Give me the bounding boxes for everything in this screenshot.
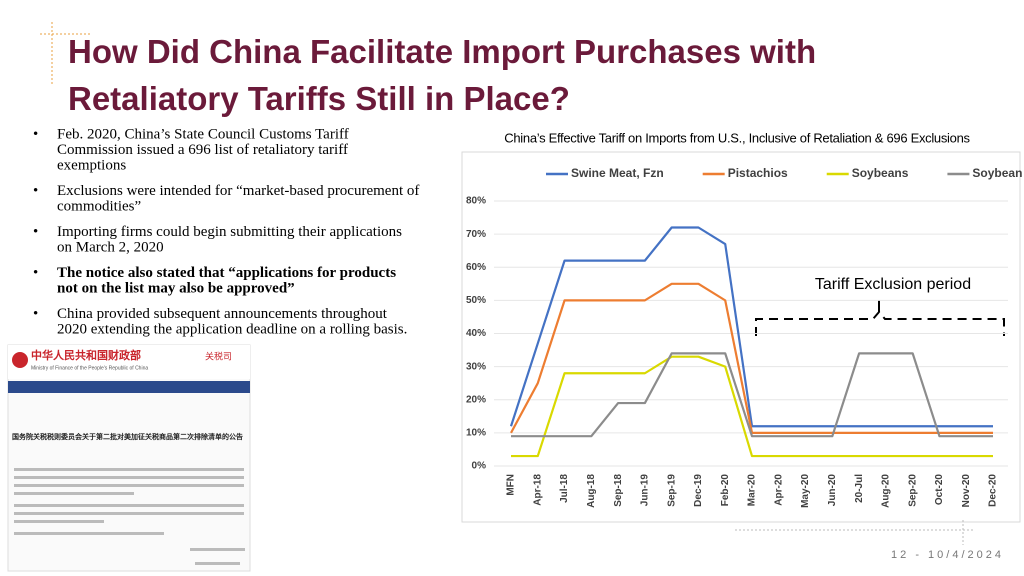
doc-department: 关税司 <box>205 350 232 361</box>
chart-title: China’s Effective Tariff on Imports from… <box>504 130 970 145</box>
bullet-dot: • <box>33 265 38 281</box>
x-tick-label: Aug-20 <box>881 474 892 508</box>
series-line <box>511 355 993 458</box>
bullet-dot: • <box>33 183 38 199</box>
bullet-text: Importing firms could begin submitting t… <box>57 224 402 240</box>
y-tick-label: 60% <box>466 262 486 273</box>
bullet-text: China provided subsequent announcements … <box>57 306 388 322</box>
chart-frame <box>461 151 1021 523</box>
x-tick-label: 20-Jul <box>854 474 865 503</box>
bullet-text: Exclusions were intended for “market-bas… <box>57 183 419 199</box>
x-tick-label: Apr-18 <box>532 474 543 506</box>
doc-ministry-en: Ministry of Finance of the People's Repu… <box>31 365 148 371</box>
bullet-text: 2020 extending the application deadline … <box>57 321 407 337</box>
series-line <box>509 226 993 428</box>
bullet-text: Commission issued a 696 list of retaliat… <box>57 142 348 158</box>
legend-label: Pistachios <box>728 166 788 180</box>
bullet-text: Feb. 2020, China’s State Council Customs… <box>57 126 349 142</box>
footer: 12 - 10/4/2024 <box>891 549 1004 561</box>
y-tick-label: 80% <box>466 196 486 207</box>
doc-ministry: 中华人民共和国财政部 <box>31 348 141 362</box>
slide-title: How Did China Facilitate Import Purchase… <box>68 33 816 70</box>
bullet-text: The notice also stated that “application… <box>57 265 396 281</box>
x-tick-label: Sep-18 <box>613 474 624 507</box>
x-tick-label: May-20 <box>800 474 811 508</box>
y-tick-label: 70% <box>466 229 486 240</box>
y-tick-label: 20% <box>466 394 486 405</box>
x-tick-label: Aug-18 <box>586 474 597 508</box>
legend-label: Soybeans <box>852 166 909 180</box>
x-tick-label: Sep-19 <box>666 474 677 507</box>
x-tick-label: Mar-20 <box>747 474 758 507</box>
bullet-dot: • <box>33 306 38 322</box>
series-line <box>511 352 993 438</box>
x-tick-label: Dec-19 <box>693 474 704 507</box>
doc-header <box>8 345 250 379</box>
x-tick-label: Oct-20 <box>934 474 945 506</box>
slide-title: Retaliatory Tariffs Still in Place? <box>68 80 570 117</box>
annotation: Tariff Exclusion period <box>815 276 971 293</box>
y-tick-label: 50% <box>466 295 486 306</box>
x-tick-label: MFN <box>506 474 517 496</box>
x-tick-label: Sep-20 <box>907 474 918 507</box>
document-image: 中华人民共和国财政部 Ministry of Finance of the Pe… <box>7 344 251 572</box>
y-tick-label: 40% <box>466 328 486 339</box>
bullet-list: • Feb. 2020, China’s State Council Custom… <box>33 126 419 337</box>
legend-label: Soybean Oil <box>972 166 1024 180</box>
doc-text-lines <box>14 468 245 565</box>
bullet-text: commodities” <box>57 198 141 214</box>
emblem <box>12 352 28 368</box>
legend-label: Swine Meat, Fzn <box>571 166 664 180</box>
x-tick-label: Jun-19 <box>640 474 651 507</box>
doc-notice-title: 国务院关税税则委员会关于第二批对美加征关税商品第二次排除清单的公告 <box>12 432 243 441</box>
x-tick-label: Jul-18 <box>559 474 570 503</box>
bullet-text: on March 2, 2020 <box>57 239 164 255</box>
bullet-text: exemptions <box>57 157 126 173</box>
x-tick-label: Nov-20 <box>961 474 972 508</box>
x-tick-label: Jun-20 <box>827 474 838 507</box>
y-tick-label: 10% <box>466 428 486 439</box>
x-tick-label: Feb-20 <box>720 474 731 507</box>
x-tick-label: Dec-20 <box>988 474 999 507</box>
y-tick-label: 0% <box>472 461 487 472</box>
bullet-dot: • <box>33 224 38 240</box>
bullet-dot: • <box>33 126 38 142</box>
x-tick-label: Apr-20 <box>773 474 784 506</box>
doc-nav <box>8 381 250 393</box>
bullet-text: not on the list may also be approved” <box>57 280 295 296</box>
y-tick-label: 30% <box>466 361 486 372</box>
